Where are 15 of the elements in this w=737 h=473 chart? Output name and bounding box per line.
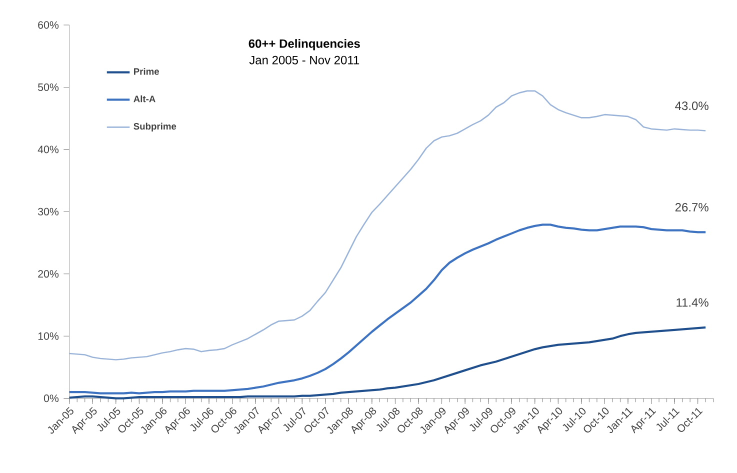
y-tick-label: 10%	[38, 332, 59, 340]
data-label: 11.4%	[676, 298, 708, 307]
y-tick-label: 30%	[38, 208, 59, 216]
data-label: 43.0%	[675, 102, 708, 110]
text: 60++ Delinquencies	[248, 39, 360, 50]
legend-label: Alt-A	[134, 95, 156, 102]
y-tick-label: 0%	[44, 394, 59, 402]
y-tick-label: 50%	[38, 83, 59, 91]
legend-label: Subprime	[134, 122, 176, 132]
legend-label: Prime	[134, 68, 159, 75]
text: Jan 2005 - Nov 2011	[249, 56, 360, 64]
y-tick-label: 20%	[38, 270, 59, 278]
data-label: 26.7%	[675, 202, 708, 212]
y-tick-label: 40%	[38, 146, 59, 154]
y-tick-label: 60%	[38, 21, 59, 29]
